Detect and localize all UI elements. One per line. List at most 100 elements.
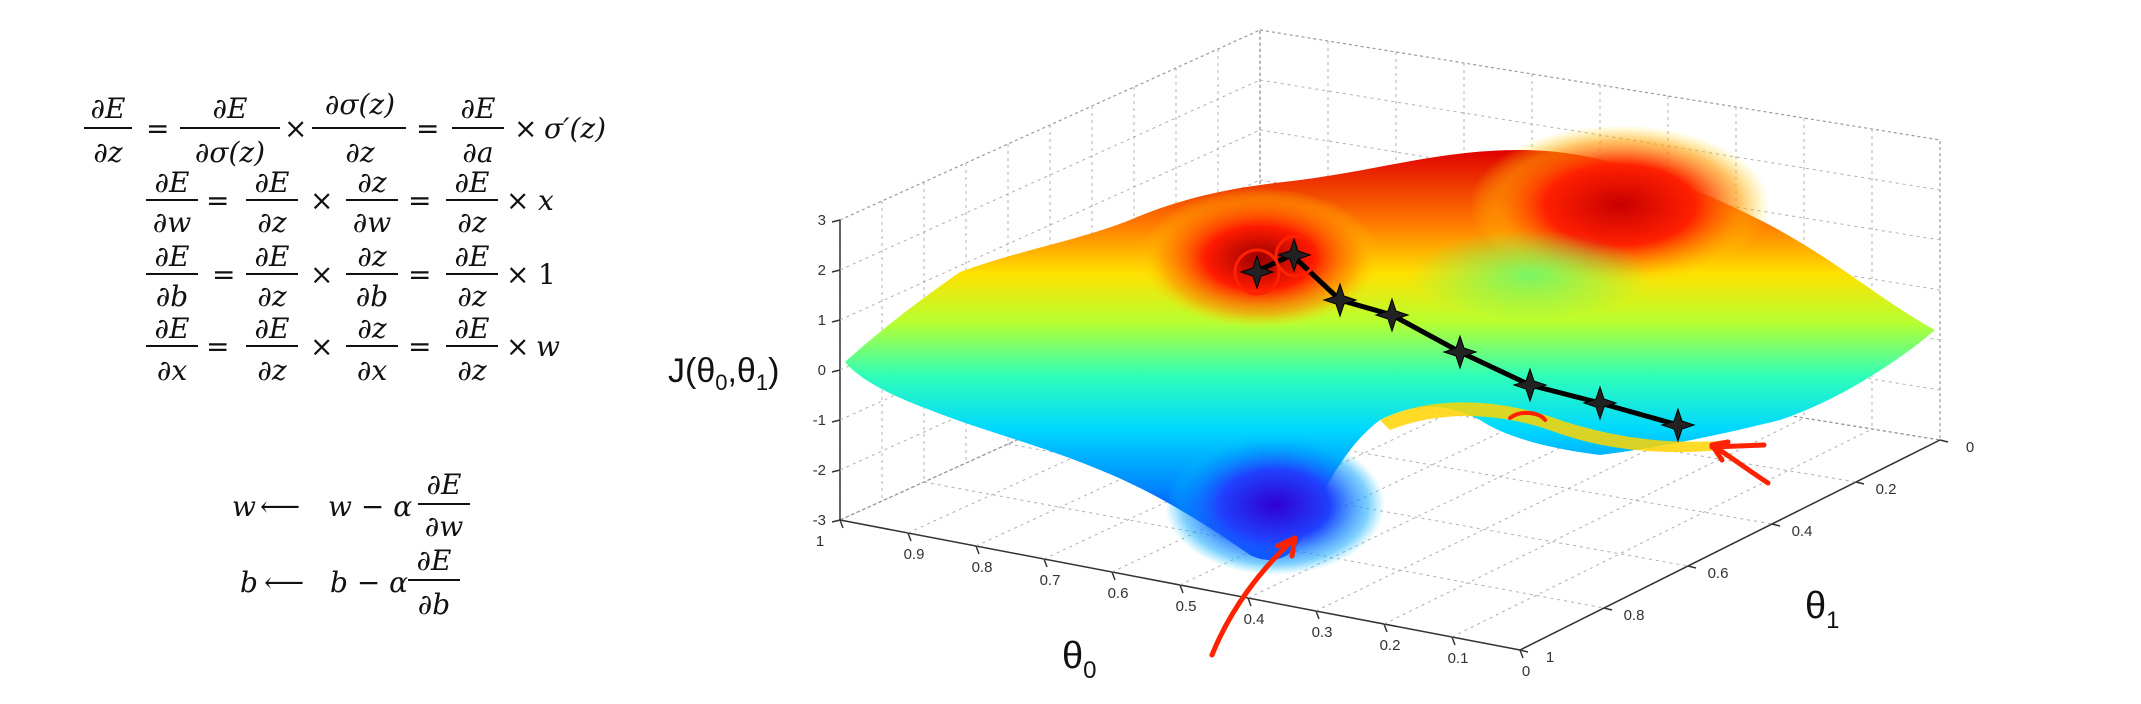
z-tick-label: 3 xyxy=(818,212,826,229)
z-tick-label: 1 xyxy=(818,312,826,329)
svg-text:⟵: ⟵ xyxy=(264,566,304,599)
x-tick-label: 0.3 xyxy=(1312,624,1333,641)
start-point-highlight-2 xyxy=(1274,234,1318,278)
path-star-icon xyxy=(1512,367,1548,403)
svg-text:σ′(z): σ′(z) xyxy=(544,112,606,145)
svg-text:∂z: ∂z xyxy=(457,280,486,313)
y-tick-label: 0 xyxy=(1966,439,1974,456)
svg-text:∂E: ∂E xyxy=(455,240,490,273)
x-tick-label: 0.4 xyxy=(1244,611,1265,628)
equation-db: ∂E ∂b = ∂E ∂z × ∂z ∂b = ∂E ∂z × 1 xyxy=(146,240,556,313)
svg-text:×: × xyxy=(506,258,529,291)
x-tick-label: 0.7 xyxy=(1040,572,1061,589)
svg-text:∂b: ∂b xyxy=(356,280,388,313)
x-tick-label: 0.9 xyxy=(904,546,925,563)
svg-text:∂z: ∂z xyxy=(257,354,286,387)
descent-path xyxy=(1233,234,1696,443)
svg-text:×: × xyxy=(310,330,333,363)
svg-text:w: w xyxy=(536,330,560,363)
x-tick-label: 0.6 xyxy=(1108,585,1129,602)
svg-text:∂z: ∂z xyxy=(257,206,286,239)
path-star-icon xyxy=(1582,385,1618,421)
svg-text:∂E: ∂E xyxy=(255,312,290,345)
backprop-equations: ∂E ∂z = ∂E ∂σ(z) × ∂σ(z) ∂z = ∂E ∂a × σ′… xyxy=(84,88,606,621)
svg-text:∂z: ∂z xyxy=(93,136,122,169)
path-star-icon xyxy=(1239,254,1275,290)
x-tick-label: 0.5 xyxy=(1176,598,1197,615)
y-tick-label: 0.8 xyxy=(1624,607,1645,624)
svg-text:∂E: ∂E xyxy=(461,92,496,125)
svg-text:∂w: ∂w xyxy=(353,206,391,239)
svg-text:∂a: ∂a xyxy=(462,136,493,169)
svg-text:b: b xyxy=(240,566,258,599)
svg-text:∂E: ∂E xyxy=(427,468,462,501)
svg-text:∂w: ∂w xyxy=(425,510,463,543)
svg-text:=: = xyxy=(408,330,431,363)
svg-text:×: × xyxy=(310,258,333,291)
svg-text:∂E: ∂E xyxy=(155,166,190,199)
svg-text:∂E: ∂E xyxy=(255,166,290,199)
z-tick-label: -3 xyxy=(813,512,826,529)
z-tick-label: -1 xyxy=(813,412,826,429)
x-tick-label: 0.8 xyxy=(972,559,993,576)
path-star-icon xyxy=(1660,407,1696,443)
svg-text:∂E: ∂E xyxy=(455,166,490,199)
path-star-icon xyxy=(1374,297,1410,333)
x-tick-label: 0.1 xyxy=(1448,650,1469,667)
update-rule-b: b ⟵ b − α ∂E ∂b xyxy=(240,544,460,621)
svg-text:=: = xyxy=(416,112,439,145)
frac-dsigma-dz: ∂σ(z) ∂z xyxy=(312,88,406,169)
x-tick-label: 0.2 xyxy=(1380,637,1401,654)
cost-surface-plot: 3 2 1 0 -1 -2 -3 1 0.9 0.8 0.7 0.6 0.5 0.4 0.3 0.2 0.1 0… xyxy=(668,29,1974,684)
svg-text:∂b: ∂b xyxy=(418,588,450,621)
svg-text:∂w: ∂w xyxy=(153,206,191,239)
svg-text:=: = xyxy=(206,184,229,217)
equation-dx: ∂E ∂x = ∂E ∂z × ∂z ∂x = ∂E ∂z × w xyxy=(146,312,560,387)
frac-dE-da: ∂E ∂a xyxy=(452,92,504,169)
frac-dE-dz: ∂E ∂z xyxy=(84,92,132,169)
x-tick-label: 1 xyxy=(816,533,824,550)
svg-text:∂σ(z): ∂σ(z) xyxy=(195,136,265,169)
svg-text:∂x: ∂x xyxy=(157,354,187,387)
path-star-markers xyxy=(1239,237,1696,443)
x-axis-ticks: 1 0.9 0.8 0.7 0.6 0.5 0.4 0.3 0.2 0.1 0 xyxy=(816,519,1530,680)
svg-text:∂z: ∂z xyxy=(345,136,374,169)
svg-text:∂z: ∂z xyxy=(357,166,386,199)
z-tick-label: 0 xyxy=(818,362,826,379)
svg-text:∂E: ∂E xyxy=(255,240,290,273)
svg-text:⟵: ⟵ xyxy=(260,490,300,523)
y-axis-label: θ1 xyxy=(1805,585,1840,634)
svg-text:×: × xyxy=(310,184,333,217)
z-axis-ticks: 3 2 1 0 -1 -2 -3 xyxy=(813,212,841,529)
svg-text:=: = xyxy=(408,184,431,217)
y-tick-label: 0.4 xyxy=(1792,523,1813,540)
path-star-icon xyxy=(1276,237,1312,273)
svg-text:∂E: ∂E xyxy=(91,92,126,125)
svg-text:×: × xyxy=(284,112,307,145)
svg-text:∂z: ∂z xyxy=(357,312,386,345)
svg-text:=: = xyxy=(212,258,235,291)
svg-text:∂x: ∂x xyxy=(357,354,387,387)
svg-text:×: × xyxy=(506,184,529,217)
frac-dE-dsigma: ∂E ∂σ(z) xyxy=(180,92,280,169)
svg-text:∂z: ∂z xyxy=(457,354,486,387)
svg-text:x: x xyxy=(538,184,554,217)
svg-text:∂E: ∂E xyxy=(155,312,190,345)
y-axis-ticks: 1 0.8 0.6 0.4 0.2 0 xyxy=(1519,439,1974,666)
update-rule-w: w ⟵ w − α ∂E ∂w xyxy=(232,468,470,543)
z-tick-label: -2 xyxy=(813,462,826,479)
svg-text:=: = xyxy=(408,258,431,291)
path-star-icon xyxy=(1322,282,1358,318)
svg-text:×: × xyxy=(514,112,537,145)
svg-text:∂E: ∂E xyxy=(417,544,452,577)
cost-surface xyxy=(845,125,1935,575)
y-tick-label: 1 xyxy=(1546,649,1554,666)
svg-text:∂z: ∂z xyxy=(257,280,286,313)
svg-text:∂z: ∂z xyxy=(457,206,486,239)
svg-text:w: w xyxy=(232,490,256,523)
z-axis-label: J(θ0,θ1) xyxy=(668,352,779,395)
equation-dw: ∂E ∂w = ∂E ∂z × ∂z ∂w = ∂E ∂z × x xyxy=(146,166,554,239)
svg-text:∂z: ∂z xyxy=(357,240,386,273)
svg-text:=: = xyxy=(206,330,229,363)
z-tick-label: 2 xyxy=(818,262,826,279)
